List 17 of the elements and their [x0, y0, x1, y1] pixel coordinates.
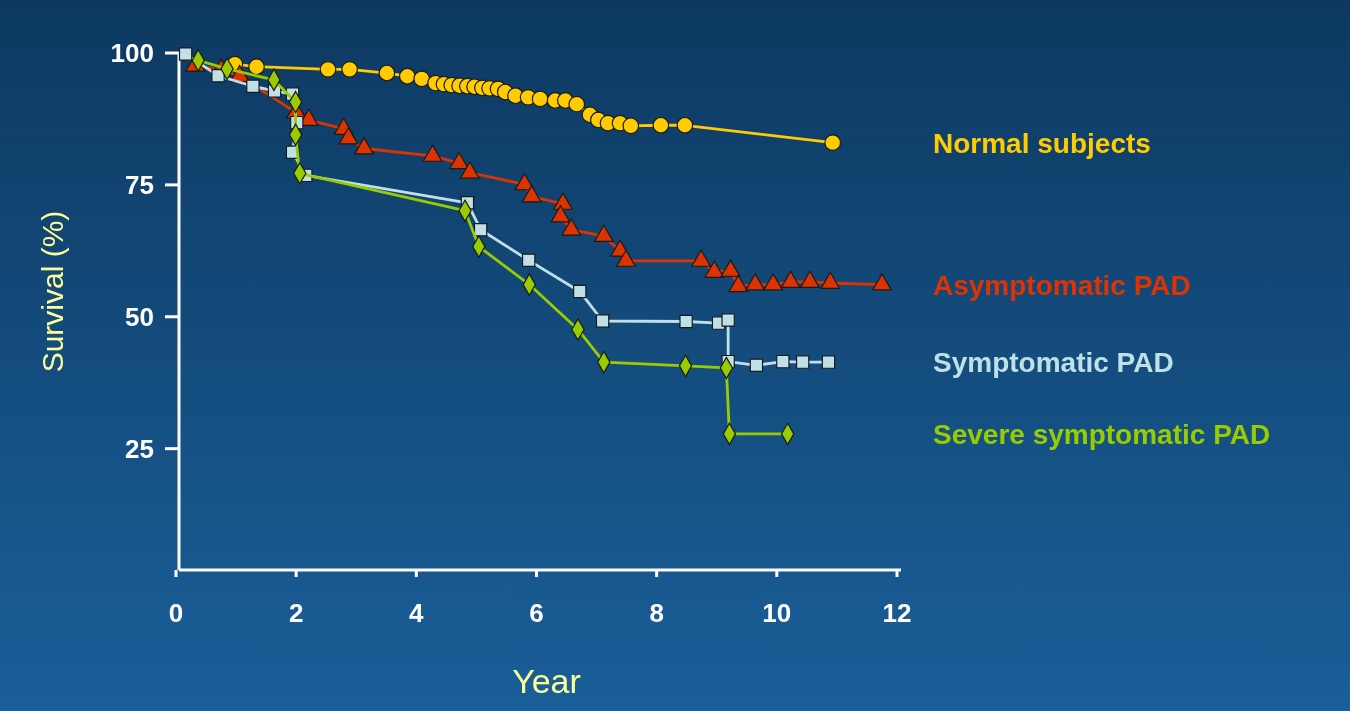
x-tick-label: 0	[168, 598, 184, 628]
x-tick-label: 10	[762, 598, 792, 628]
y-tick-label: 100	[110, 38, 154, 69]
x-tick-label: 2	[288, 598, 304, 628]
y-axis-title: Survival (%)	[36, 210, 69, 373]
text: Severe symptomatic PAD	[933, 418, 1271, 450]
y-tick-label: 75	[125, 169, 154, 200]
text: Symptomatic PAD	[933, 347, 1174, 379]
series-label: Asymptomatic PAD	[933, 269, 1191, 301]
y-tick-label: 25	[125, 433, 154, 464]
x-tick-label: 6	[529, 598, 544, 628]
x-tick-label: 8	[649, 598, 664, 628]
x-tick-label: 12	[882, 598, 912, 628]
x-axis-title: Year	[512, 662, 581, 700]
text: Normal subjects	[933, 127, 1151, 159]
x-tick-label: 4	[409, 598, 425, 628]
y-tick-label: 50	[125, 301, 154, 332]
